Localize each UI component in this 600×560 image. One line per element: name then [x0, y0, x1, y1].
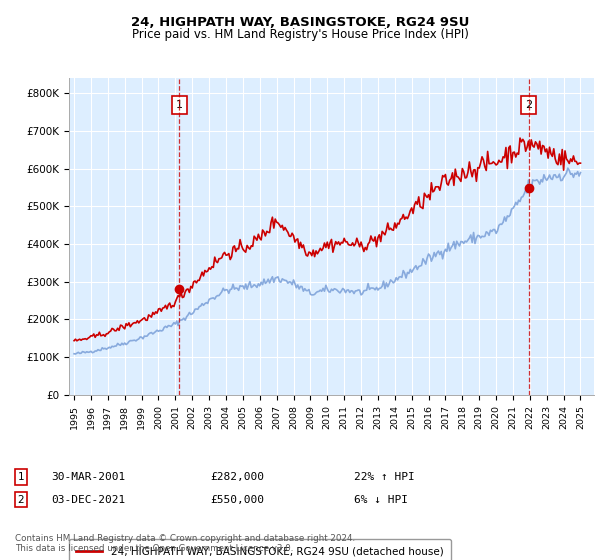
- Text: 2: 2: [17, 494, 25, 505]
- Text: Contains HM Land Registry data © Crown copyright and database right 2024.
This d: Contains HM Land Registry data © Crown c…: [15, 534, 355, 553]
- Text: 30-MAR-2001: 30-MAR-2001: [51, 472, 125, 482]
- Text: 1: 1: [17, 472, 25, 482]
- Legend: 24, HIGHPATH WAY, BASINGSTOKE, RG24 9SU (detached house), HPI: Average price, de: 24, HIGHPATH WAY, BASINGSTOKE, RG24 9SU …: [69, 539, 451, 560]
- Text: 03-DEC-2021: 03-DEC-2021: [51, 494, 125, 505]
- Text: 6% ↓ HPI: 6% ↓ HPI: [354, 494, 408, 505]
- Text: £550,000: £550,000: [210, 494, 264, 505]
- Text: 22% ↑ HPI: 22% ↑ HPI: [354, 472, 415, 482]
- Text: 2: 2: [525, 100, 532, 110]
- Text: 1: 1: [176, 100, 183, 110]
- Text: £282,000: £282,000: [210, 472, 264, 482]
- Text: 24, HIGHPATH WAY, BASINGSTOKE, RG24 9SU: 24, HIGHPATH WAY, BASINGSTOKE, RG24 9SU: [131, 16, 469, 29]
- Text: Price paid vs. HM Land Registry's House Price Index (HPI): Price paid vs. HM Land Registry's House …: [131, 28, 469, 41]
